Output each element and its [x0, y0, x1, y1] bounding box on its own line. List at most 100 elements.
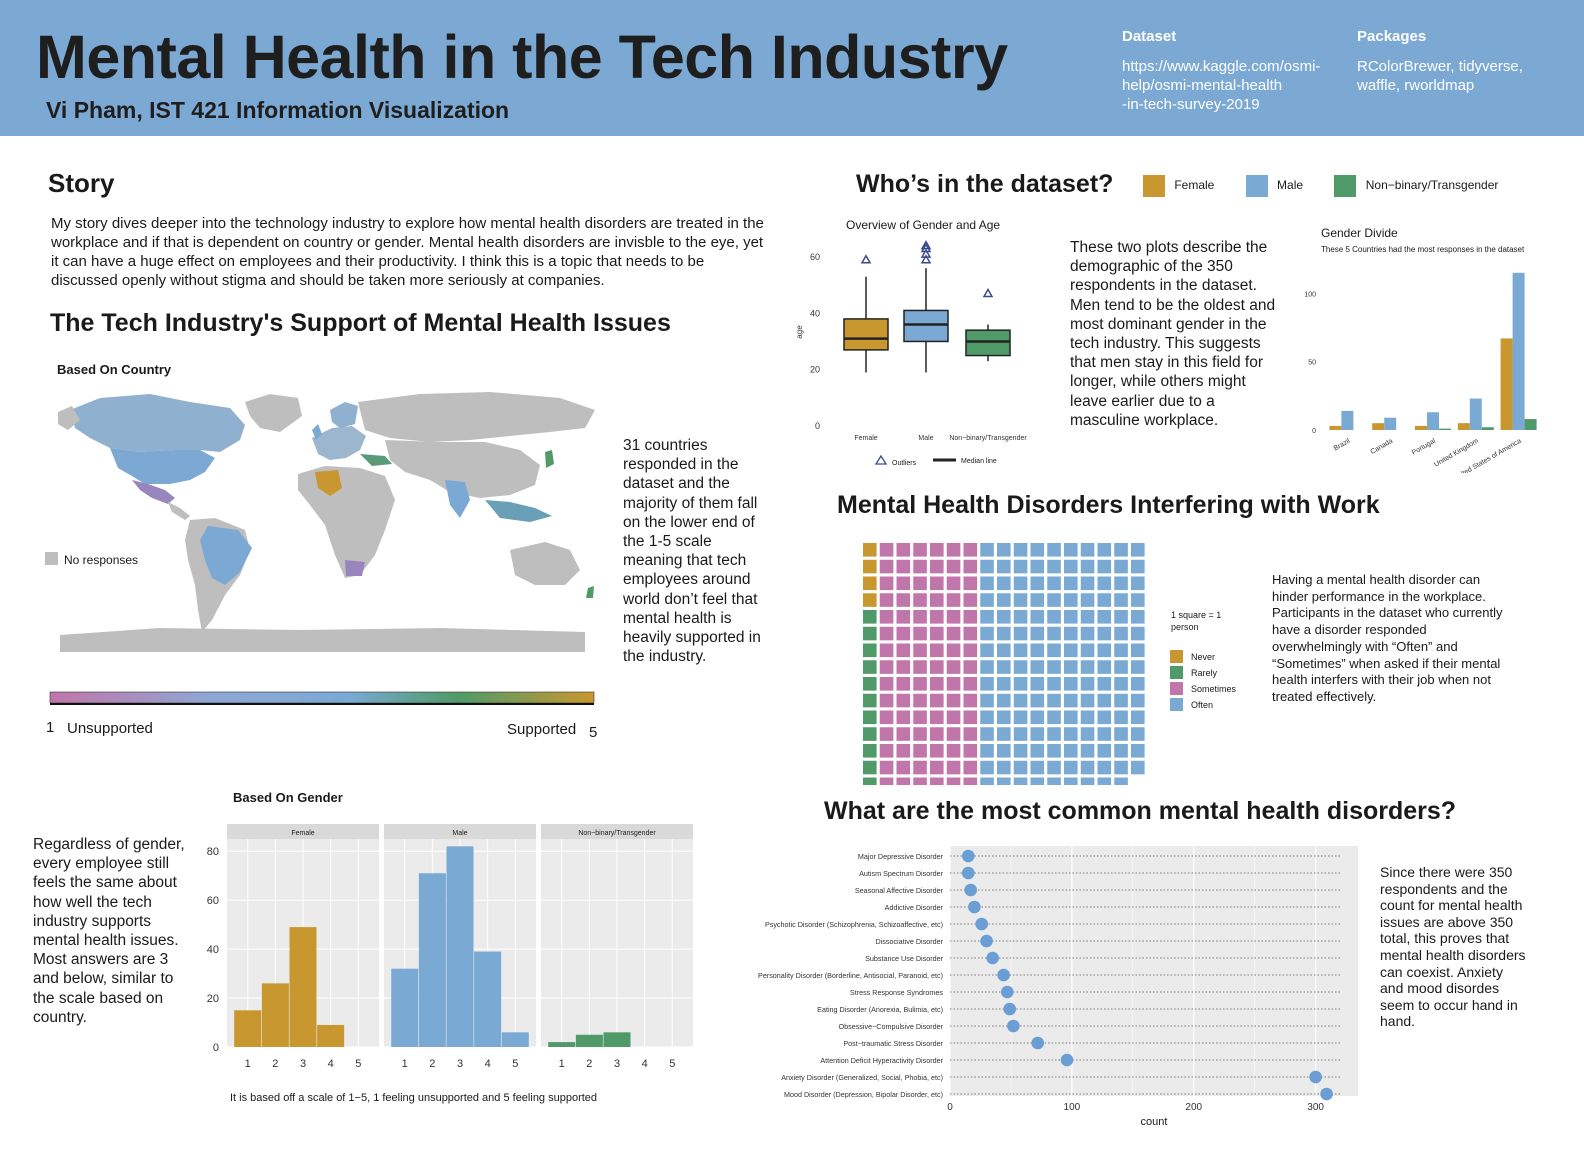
- y-tick-label: Major Depressive Disorder: [858, 852, 944, 861]
- waffle-square: [1047, 593, 1061, 607]
- waffle-square: [1064, 559, 1078, 574]
- waffle-square: [997, 626, 1011, 641]
- dot: [1003, 1002, 1017, 1016]
- dot: [1060, 1053, 1074, 1067]
- waffle-square: [1030, 610, 1045, 624]
- x-tick-label: Male: [918, 435, 933, 442]
- waffle-square: [1131, 576, 1145, 591]
- waffle-square: [1097, 727, 1112, 741]
- waffle-square: [1064, 660, 1078, 674]
- y-tick-label: 80: [207, 846, 219, 858]
- x-tick-label: Non−binary/Transgender: [949, 435, 1027, 442]
- y-tick-label: Seasonal Affective Disorder: [855, 886, 944, 895]
- waffle-square: [1030, 643, 1045, 658]
- page-subtitle: Vi Pham, IST 421 Information Visualizati…: [46, 97, 510, 123]
- facet-label: Non−binary/Transgender: [578, 830, 656, 837]
- dot: [1320, 1087, 1333, 1101]
- waffle-square: [1131, 760, 1145, 775]
- y-tick-label: 60: [207, 895, 219, 907]
- waffle-square: [863, 610, 877, 624]
- waffle-square: [1080, 543, 1095, 557]
- waffle-square: [980, 593, 994, 607]
- waffle-square: [1030, 559, 1045, 574]
- waffle-square: [1097, 677, 1112, 691]
- waffle-legend-never: Never: [1191, 651, 1216, 662]
- waffle-square: [1080, 777, 1095, 785]
- waffle-square: [863, 593, 877, 607]
- waffle-square: [1013, 744, 1028, 758]
- waffle-square: [913, 610, 927, 624]
- waffle-square: [997, 610, 1011, 624]
- waffle-square: [913, 559, 927, 574]
- dot: [961, 866, 975, 880]
- waffle-square: [980, 744, 994, 758]
- waffle-square: [863, 727, 877, 741]
- legend-label-male: Male: [1277, 178, 1304, 193]
- x-tick-label: 2: [429, 1058, 435, 1070]
- waffle-legend-rarely: Rarely: [1191, 667, 1218, 678]
- bar: [289, 927, 317, 1047]
- dataset-url-line-1[interactable]: https://www.kaggle.com/osmi-: [1122, 58, 1321, 75]
- waffle-square: [913, 693, 927, 708]
- map-africa: [298, 466, 395, 578]
- map-title: Based On Country: [57, 362, 172, 377]
- waffle-square: [1080, 559, 1095, 574]
- dataset-heading: Who’s in the dataset?: [856, 170, 1114, 198]
- dataset-url[interactable]: https://www.kaggle.com/osmi- help/osmi-m…: [1122, 57, 1347, 114]
- waffle-square: [1131, 543, 1145, 557]
- boxplot-title: Overview of Gender and Age: [846, 218, 1001, 232]
- waffle-square: [1131, 593, 1145, 607]
- y-tick-label: 50: [1308, 360, 1316, 367]
- x-axis-label: count: [1141, 1116, 1168, 1128]
- waffle-square: [946, 559, 961, 574]
- waffle-square: [1047, 610, 1061, 624]
- y-tick-label: Personality Disorder (Borderline, Antiso…: [758, 971, 943, 980]
- waffle-square: [1114, 610, 1128, 624]
- waffle-square: [1097, 760, 1112, 775]
- box: [965, 329, 1011, 357]
- map-algeria: [315, 470, 342, 496]
- waffle-square: [946, 643, 961, 658]
- header-banner: [0, 0, 1584, 136]
- waffle-square: [1030, 777, 1045, 785]
- dataset-url-line-2[interactable]: help/osmi-mental-health: [1122, 77, 1283, 94]
- waffle-square: [963, 710, 978, 725]
- packages-label: Packages: [1357, 28, 1427, 45]
- waffle-square: [896, 643, 911, 658]
- map-uk: [312, 424, 322, 440]
- waffle-square: [930, 677, 944, 691]
- waffle-square: [980, 777, 994, 785]
- waffle-square: [997, 710, 1011, 725]
- gender-legend: Female Male Non−binary/Transgender: [1143, 175, 1498, 197]
- waffle-square: [1013, 576, 1028, 591]
- waffle-square: [963, 559, 978, 574]
- waffle-square: [1080, 593, 1095, 607]
- waffle-square: [963, 610, 978, 624]
- waffle-square: [879, 777, 894, 785]
- x-tick-label: Female: [854, 435, 877, 442]
- waffle-square: [946, 777, 961, 785]
- waffle-heading: Mental Health Disorders Interfering with…: [837, 491, 1380, 519]
- x-tick-label: 1: [559, 1058, 565, 1070]
- waffle-square: [946, 543, 961, 557]
- bar: [548, 1042, 576, 1047]
- legend-label-nonbinary: Non−binary/Transgender: [1365, 178, 1499, 193]
- waffle-square: [1047, 643, 1061, 658]
- waffle-square: [879, 727, 894, 741]
- waffle-square: [896, 593, 911, 607]
- waffle-square: [1013, 777, 1028, 785]
- waffle-square: [896, 744, 911, 758]
- waffle-square: [1131, 710, 1145, 725]
- bar: [1481, 427, 1494, 430]
- x-tick-label: Portugal: [1411, 437, 1437, 456]
- waffle-legend: Never Rarely Sometimes Often: [1170, 650, 1236, 714]
- scale-min-number: 1: [46, 719, 55, 736]
- waffle-legend-swatch-often: [1170, 698, 1183, 711]
- bar: [1384, 417, 1397, 430]
- bar: [446, 846, 474, 1047]
- dataset-url-line-3[interactable]: -in-tech-survey-2019: [1122, 96, 1260, 113]
- gender-divide-subtitle: These 5 Countries had the most responses…: [1321, 245, 1525, 254]
- y-tick-label: Autism Spectrum Disorder: [859, 869, 943, 878]
- map-mexico: [132, 480, 175, 504]
